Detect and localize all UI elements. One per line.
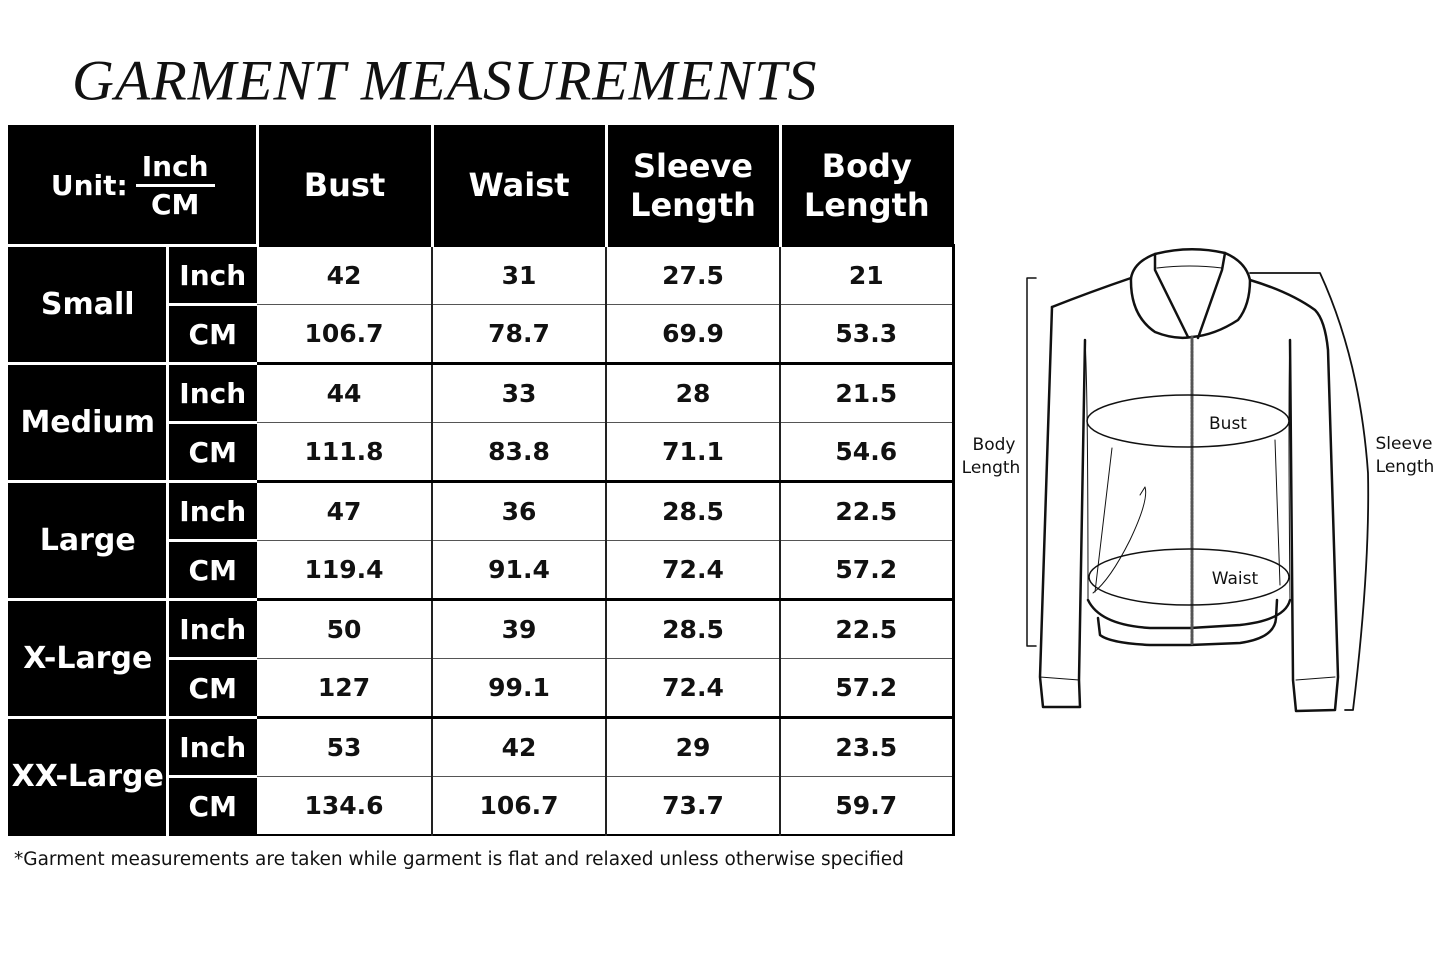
- cell-bust: 47: [257, 480, 433, 541]
- cell-body-length: 21: [780, 244, 955, 305]
- bust-measure-line: [1086, 394, 1290, 448]
- sleeve-length-bracket: [1249, 272, 1370, 711]
- column-header-body-length: Body Length: [778, 126, 953, 246]
- cell-body-length: 57.2: [780, 540, 955, 600]
- cell-bust: 106.7: [257, 304, 433, 364]
- cell-sleeve-length: 29: [606, 716, 781, 777]
- cell-bust: 53: [257, 716, 433, 777]
- cell-waist: 83.8: [432, 422, 607, 482]
- column-header-bust: Bust: [255, 126, 432, 246]
- waist-label: Waist: [1212, 569, 1259, 589]
- cell-waist: 91.4: [432, 540, 607, 600]
- cell-bust: 42: [257, 244, 433, 305]
- cell-sleeve-length: 27.5: [606, 244, 781, 305]
- cell-bust: 119.4: [257, 540, 433, 600]
- table-row: Large Inch 47 36 28.5 22.5: [9, 480, 955, 600]
- cell-body-length: 54.6: [780, 422, 955, 482]
- cell-waist: 39: [432, 598, 607, 659]
- cell-waist: 33: [432, 362, 607, 423]
- unit-label: CM: [165, 539, 257, 600]
- size-chart-table: Unit: Inch CM Bust Waist Sleeve Length B…: [8, 125, 955, 836]
- cell-body-length: 22.5: [780, 598, 955, 659]
- table-row: CM 111.8 83.8 71.1 54.6: [9, 421, 955, 482]
- cell-bust: 44: [257, 362, 433, 423]
- cell-waist: 78.7: [432, 304, 607, 364]
- unit-label: Inch: [165, 480, 257, 541]
- unit-label: Inch: [165, 598, 257, 659]
- cell-body-length: 23.5: [780, 716, 955, 777]
- table-row: CM 106.7 78.7 69.9 53.3: [9, 303, 955, 364]
- unit-inch: Inch: [135, 149, 215, 187]
- sleeve-length-label-1: Sleeve: [1376, 434, 1433, 454]
- jacket-diagram: Body Length Bust Waist Sleeve Length: [962, 247, 1435, 713]
- table-row: XX-Large Inch 53 42 29 23.5: [9, 716, 955, 835]
- cell-sleeve-length: 71.1: [606, 422, 781, 482]
- unit-cm: CM: [150, 188, 200, 221]
- cell-waist: 42: [432, 716, 607, 777]
- unit-label: CM: [165, 775, 257, 835]
- cell-body-length: 21.5: [780, 362, 955, 423]
- cell-waist: 36: [432, 480, 607, 541]
- cell-sleeve-length: 28.5: [606, 480, 781, 541]
- cell-body-length: 53.3: [780, 304, 955, 364]
- size-label: XX-Large: [9, 716, 167, 835]
- jacket-outline: [1038, 247, 1340, 713]
- table-row: Medium Inch 44 33 28 21.5: [9, 362, 955, 482]
- size-label: Small: [9, 244, 167, 364]
- size-label: Large: [9, 480, 167, 600]
- footnote: *Garment measurements are taken while ga…: [14, 849, 904, 870]
- cell-bust: 50: [257, 598, 433, 659]
- unit-label: Inch: [165, 362, 257, 423]
- page-title: GARMENT MEASUREMENTS: [72, 48, 818, 113]
- cell-bust: 111.8: [257, 422, 433, 482]
- size-label: X-Large: [9, 598, 167, 718]
- unit-label: CM: [165, 421, 257, 482]
- column-header-waist: Waist: [430, 126, 606, 246]
- unit-label: CM: [165, 657, 257, 718]
- cell-sleeve-length: 28.5: [606, 598, 781, 659]
- table-row: X-Large Inch 50 39 28.5 22.5: [9, 598, 955, 718]
- cell-waist: 31: [432, 244, 607, 305]
- column-header-sleeve-length: Sleeve Length: [604, 126, 780, 246]
- cell-sleeve-length: 69.9: [606, 304, 781, 364]
- cell-sleeve-length: 73.7: [606, 776, 781, 835]
- unit-label: CM: [165, 303, 257, 364]
- cell-sleeve-length: 72.4: [606, 540, 781, 600]
- table-row: CM 119.4 91.4 72.4 57.2: [9, 539, 955, 600]
- cell-bust: 127: [257, 658, 433, 718]
- cell-body-length: 59.7: [780, 776, 955, 835]
- cell-waist: 106.7: [432, 776, 607, 835]
- unit-label: Inch: [165, 244, 257, 305]
- table-row: Small Inch 42 31 27.5 21: [9, 244, 955, 364]
- sleeve-length-label-2: Length: [1376, 457, 1435, 477]
- cell-sleeve-length: 28: [606, 362, 781, 423]
- cell-sleeve-length: 72.4: [606, 658, 781, 718]
- unit-label: Unit:: [50, 168, 128, 202]
- bust-label: Bust: [1209, 414, 1247, 434]
- cell-body-length: 57.2: [780, 658, 955, 718]
- body-length-bracket: [1026, 277, 1037, 647]
- cell-bust: 134.6: [257, 776, 433, 835]
- size-label: Medium: [9, 362, 167, 482]
- table-row: CM 127 99.1 72.4 57.2: [9, 657, 955, 718]
- unit-label: Inch: [165, 716, 257, 777]
- waist-measure-line: [1088, 548, 1290, 606]
- cell-waist: 99.1: [432, 658, 607, 718]
- cell-body-length: 22.5: [780, 480, 955, 541]
- body-length-label-2: Length: [962, 458, 1021, 478]
- table-row: CM 134.6 106.7 73.7 59.7: [9, 775, 955, 835]
- body-length-label-1: Body: [973, 435, 1016, 455]
- unit-header: Unit: Inch CM: [9, 126, 257, 246]
- header-row: Unit: Inch CM Bust Waist Sleeve Length B…: [9, 126, 953, 246]
